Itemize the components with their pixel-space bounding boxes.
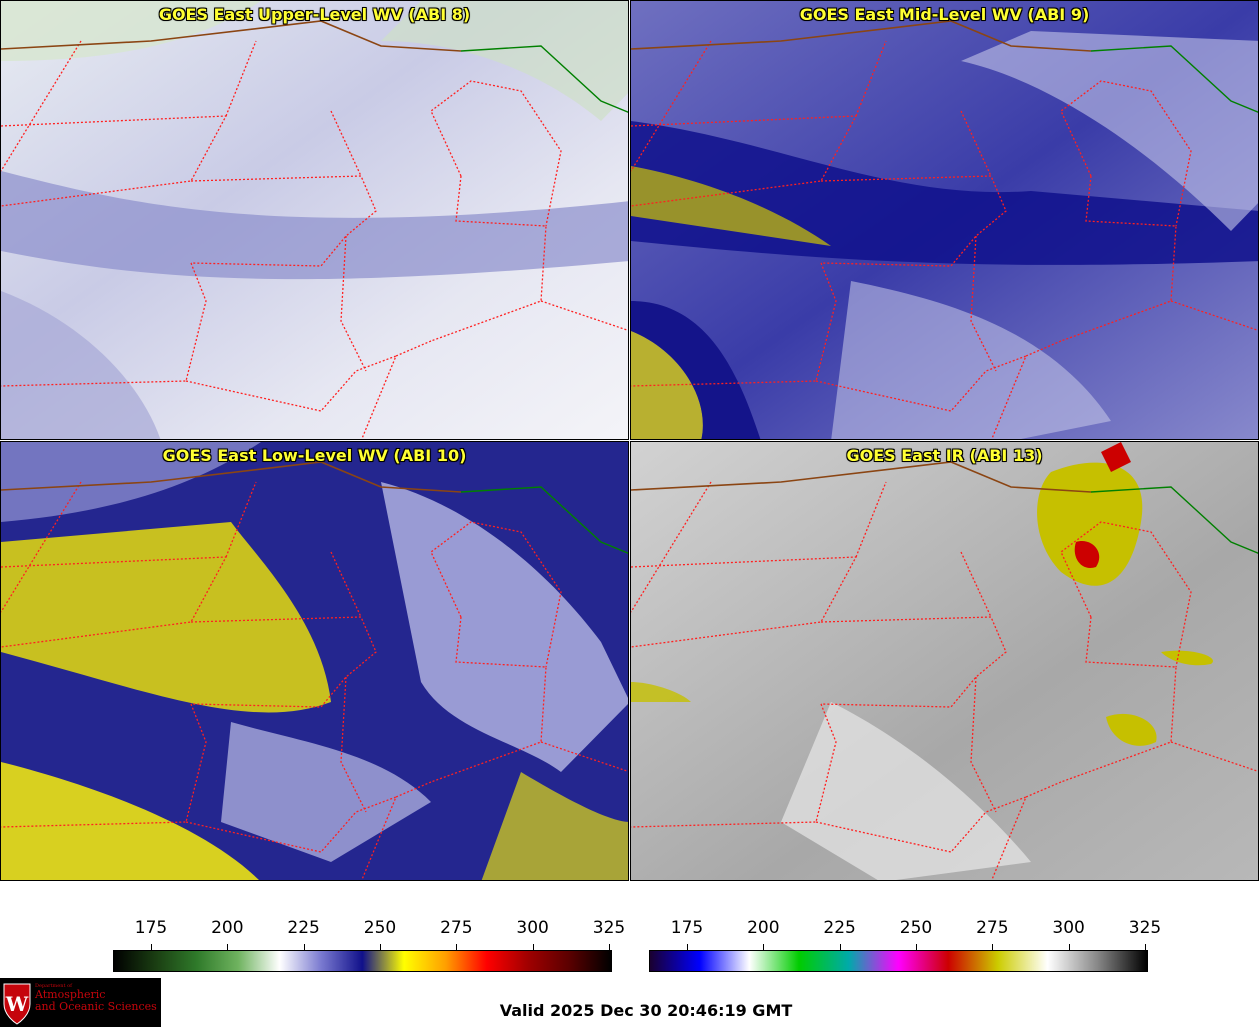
ir-tick-mark <box>763 944 765 951</box>
ir-tick-mark <box>992 944 994 951</box>
panel-infrared: GOES East IR (ABI 13) <box>630 441 1259 881</box>
mid-wv-imagery <box>631 1 1258 439</box>
ir-tick-label: 225 <box>823 918 856 938</box>
logo-text: Department of Atmospheric and Oceanic Sc… <box>35 983 157 1013</box>
ir-tick-label: 300 <box>1052 918 1085 938</box>
ir-tick-label: 200 <box>747 918 780 938</box>
wv-tick-mark <box>303 944 305 951</box>
wv-tick-label: 275 <box>440 918 473 938</box>
ir-tick-label: 175 <box>670 918 704 938</box>
wv-tick-mark <box>227 944 229 951</box>
valid-time: Valid 2025 Dec 30 20:46:19 GMT <box>499 1001 793 1020</box>
wv-tick-mark <box>380 944 381 951</box>
logo-line1: Atmospheric <box>35 988 106 1002</box>
panel-title: GOES East Mid-Level WV (ABI 9) <box>799 5 1090 24</box>
svg-text:W: W <box>5 992 29 1016</box>
wv-colorbar-ticks: 175 200 225 250 275 300 325 <box>113 918 625 952</box>
wv-tick-label: 250 <box>363 918 397 938</box>
panel-title: GOES East Upper-Level WV (ABI 8) <box>158 5 471 24</box>
ir-tick-mark <box>1068 944 1070 951</box>
ir-tick-mark <box>1145 944 1146 951</box>
upper-wv-imagery <box>1 1 628 439</box>
ir-colorbar-ticks: 175 200 225 250 275 300 325 <box>649 918 1161 952</box>
wv-tick-label: 225 <box>287 918 320 938</box>
logo-line2: and Oceanic Sciences <box>35 999 157 1013</box>
panel-upper-level-wv: GOES East Upper-Level WV (ABI 8) <box>0 0 629 440</box>
wv-colorbar <box>113 950 612 972</box>
panel-low-level-wv: GOES East Low-Level WV (ABI 10) <box>0 441 629 881</box>
aos-logo: W Department of Atmospheric and Oceanic … <box>0 978 161 1027</box>
wv-tick-mark <box>609 944 610 951</box>
wv-tick-mark <box>532 944 534 951</box>
wv-tick-label: 175 <box>134 918 168 938</box>
ir-tick-mark <box>916 944 917 951</box>
panel-mid-level-wv: GOES East Mid-Level WV (ABI 9) <box>630 0 1259 440</box>
wv-tick-mark <box>456 944 458 951</box>
ir-colorbar <box>649 950 1148 972</box>
wv-tick-label: 325 <box>592 918 626 938</box>
wv-tick-mark <box>151 944 152 951</box>
wv-tick-label: 300 <box>516 918 549 938</box>
logo-dept: Department of <box>35 983 72 989</box>
w-crest-logo-icon: W <box>3 983 31 1025</box>
panel-title: GOES East IR (ABI 13) <box>846 446 1043 465</box>
ir-tick-label: 250 <box>899 918 933 938</box>
ir-tick-label: 325 <box>1128 918 1162 938</box>
panel-title: GOES East Low-Level WV (ABI 10) <box>162 446 467 465</box>
low-wv-imagery <box>1 442 628 880</box>
ir-tick-mark <box>839 944 841 951</box>
ir-tick-mark <box>687 944 688 951</box>
ir-imagery <box>631 442 1258 880</box>
wv-tick-label: 200 <box>211 918 244 938</box>
ir-tick-label: 275 <box>976 918 1009 938</box>
